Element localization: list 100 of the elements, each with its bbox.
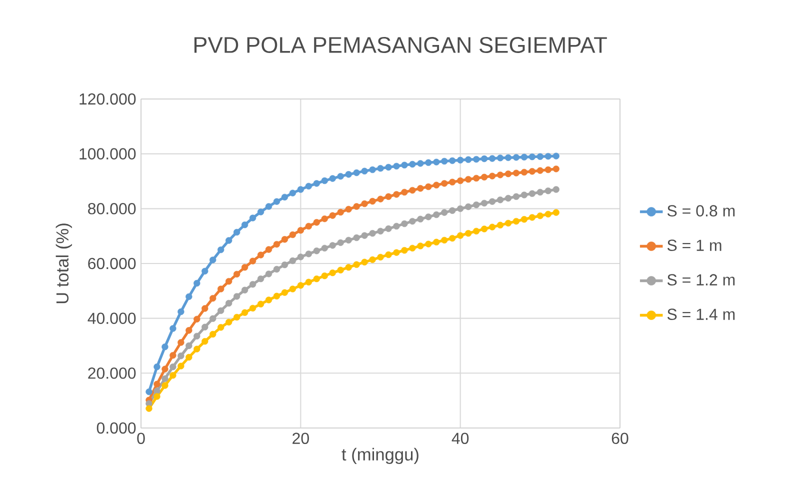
point [329,212,336,219]
point [265,296,272,304]
point [321,215,328,222]
point [281,289,288,296]
point [194,332,200,340]
point [257,300,264,308]
legend-label: S = 0.8 m [667,205,735,216]
point [409,186,416,194]
point [297,226,304,234]
point [536,167,544,174]
point [202,268,208,274]
point [353,261,360,268]
point [369,256,376,263]
point [449,178,456,186]
point [249,214,256,222]
point [329,242,336,249]
point [385,164,392,171]
point [313,248,320,254]
point [401,162,408,168]
point [218,324,224,331]
point [321,177,328,184]
point [377,196,384,202]
point [337,239,344,246]
point [552,166,560,172]
point [361,168,368,174]
point [257,276,264,282]
point [552,152,560,160]
point [512,193,520,200]
point [544,210,552,218]
point [393,191,400,198]
point [488,172,496,180]
point [369,198,376,205]
point [337,266,344,274]
point [385,251,392,258]
point [496,222,504,228]
point [385,193,392,200]
point [433,158,440,166]
point [361,258,368,266]
point [369,166,376,174]
point [186,342,192,350]
x-tick-label: 40 [452,432,469,444]
point [297,282,304,289]
point [536,153,544,160]
point [273,198,280,205]
y-tick-label: 40.000 [88,312,136,324]
point [225,318,232,326]
point [281,262,288,268]
point [162,366,168,372]
x-tick-label: 20 [292,432,309,444]
point [194,346,200,352]
point [313,276,320,282]
point [289,190,296,196]
point [504,220,512,227]
point [186,354,192,361]
y-tick-label: 120.000 [80,93,136,105]
point [305,278,312,286]
point [337,208,344,216]
point [528,190,536,197]
point [425,159,432,166]
x-tick-label: 0 [137,432,145,444]
point [449,157,456,164]
legend-label: S = 1.2 m [667,274,735,286]
point [480,200,488,207]
point [449,234,456,242]
point [480,226,488,232]
point [241,309,248,316]
point [464,156,472,163]
y-tick-label: 80.000 [88,203,136,214]
point [528,168,536,175]
point [480,174,488,180]
point [441,236,448,244]
point [456,156,464,164]
point [441,158,448,165]
point [154,380,160,388]
point [225,300,232,307]
point [265,270,272,278]
point [170,352,176,359]
point [409,244,416,252]
point [162,344,168,350]
point [409,218,416,225]
x-axis-title: t (minggu) [342,448,418,464]
point [377,228,384,234]
point [417,216,424,222]
point [433,238,440,246]
point [281,236,288,243]
point [321,244,328,252]
point [393,222,400,230]
point [194,316,200,322]
point [313,219,320,226]
point [273,240,280,248]
point [170,364,176,370]
point [512,154,520,161]
point [401,188,408,196]
point [249,304,256,312]
point [425,214,432,220]
point [377,254,384,261]
y-tick-label: 0.000 [96,422,136,434]
point [233,293,240,300]
point [210,256,216,264]
point [488,155,496,162]
